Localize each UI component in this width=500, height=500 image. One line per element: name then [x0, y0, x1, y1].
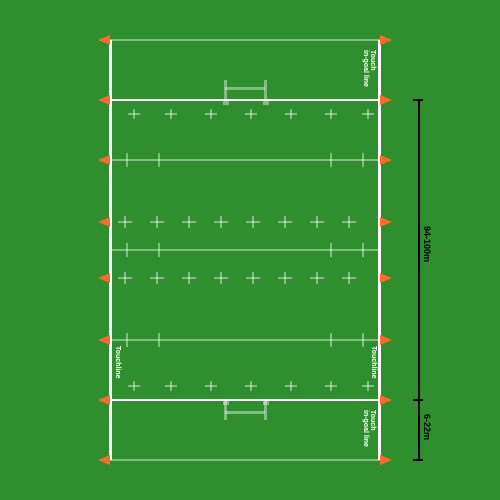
flag-icon [380, 95, 392, 105]
dash-5m-bot-tick [367, 381, 369, 391]
flag-icon [98, 155, 110, 165]
flag-icon [98, 35, 110, 45]
touch-ingoal-left-top [109, 40, 112, 100]
dash-5m-bot-tick [250, 381, 252, 391]
flag-icon [380, 155, 392, 165]
dash-5-15 [158, 153, 160, 167]
goalpost-bot-base [263, 399, 269, 405]
line-10-top-tick [316, 216, 318, 228]
label-touchline-left: Touchline [114, 346, 121, 379]
label-touch-ingoal-top: Touch in-goal line [362, 50, 376, 87]
line-10-bot-tick [252, 272, 254, 284]
line-10-top-tick [188, 216, 190, 228]
line-10-bot-tick [188, 272, 190, 284]
halfway-line [110, 249, 380, 251]
line-10-top-tick [220, 216, 222, 228]
line-10-top-tick [284, 216, 286, 228]
touch-ingoal-right-top [378, 40, 381, 100]
line-22-bot [110, 339, 380, 341]
goalpost-bot-crossbar [225, 411, 265, 414]
line-10-top-tick [156, 216, 158, 228]
goalpost-top-crossbar [225, 87, 265, 90]
dash-5m-top-tick [170, 109, 172, 119]
touch-ingoal-right-bot [378, 400, 381, 460]
line-22-top [110, 159, 380, 161]
dash-5-15 [126, 333, 128, 347]
deadball-line-bot [110, 459, 380, 461]
dash-5m-bot-tick [170, 381, 172, 391]
dash-5-15 [362, 243, 364, 257]
dash-5-15 [330, 153, 332, 167]
dim-tick [413, 459, 423, 461]
line-10-bot-tick [156, 272, 158, 284]
dash-5-15 [126, 153, 128, 167]
flag-icon [98, 455, 110, 465]
line-10-top-tick [124, 216, 126, 228]
flag-icon [98, 95, 110, 105]
line-10-top-tick [348, 216, 350, 228]
line-10-top-tick [252, 216, 254, 228]
line-10-bot-tick [316, 272, 318, 284]
goalpost-top-post [224, 80, 227, 100]
touch-ingoal-left-bot [109, 400, 112, 460]
label-touchline-right: Touchline [370, 346, 377, 379]
dim-tick [413, 99, 423, 101]
dash-5-15 [158, 243, 160, 257]
dash-5m-bot-tick [133, 381, 135, 391]
dash-5-15 [362, 333, 364, 347]
line-10-bot-tick [220, 272, 222, 284]
dash-5m-top-tick [250, 109, 252, 119]
dash-5m-top-tick [133, 109, 135, 119]
flag-icon [380, 335, 392, 345]
dash-5m-bot-tick [330, 381, 332, 391]
flag-icon [380, 273, 392, 283]
line-10-bot-tick [124, 272, 126, 284]
flag-icon [98, 217, 110, 227]
rugby-pitch-diagram: Touch in-goal line Touch in-goal line Touc… [0, 0, 500, 500]
line-10-bot-tick [348, 272, 350, 284]
flag-icon [380, 217, 392, 227]
goalpost-top-base [223, 99, 229, 105]
dash-5m-top-tick [290, 109, 292, 119]
flag-icon [98, 395, 110, 405]
dash-5m-top-tick [367, 109, 369, 119]
dim-ingoal-line [418, 400, 420, 460]
flag-icon [380, 455, 392, 465]
dash-5-15 [158, 333, 160, 347]
flag-icon [380, 35, 392, 45]
line-10-bot-tick [284, 272, 286, 284]
dim-main-line [418, 100, 420, 400]
dash-5-15 [330, 243, 332, 257]
dash-5m-bot-tick [210, 381, 212, 391]
dash-5-15 [362, 153, 364, 167]
dash-5-15 [126, 243, 128, 257]
goalpost-top-base [263, 99, 269, 105]
deadball-line-top [110, 39, 380, 41]
label-touch-ingoal-bot: Touch in-goal line [362, 410, 376, 447]
dim-main-label: 94-100m [422, 226, 432, 262]
goalpost-top-post [264, 80, 267, 100]
dim-ingoal-label: 6-22m [422, 414, 432, 440]
flag-icon [98, 335, 110, 345]
goalpost-bot-base [223, 399, 229, 405]
dash-5m-top-tick [210, 109, 212, 119]
dash-5m-bot-tick [290, 381, 292, 391]
flag-icon [380, 395, 392, 405]
tryline-top [110, 99, 380, 101]
dash-5-15 [330, 333, 332, 347]
tryline-bot [110, 399, 380, 401]
flag-icon [98, 273, 110, 283]
dash-5m-top-tick [330, 109, 332, 119]
